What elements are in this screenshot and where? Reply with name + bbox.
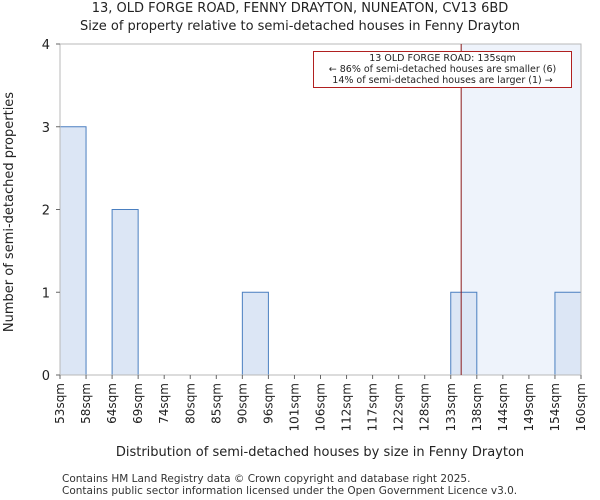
y-tick-label: 4	[42, 38, 50, 53]
footer-licence: Contains public sector information licen…	[62, 485, 518, 497]
chart-title: 13, OLD FORGE ROAD, FENNY DRAYTON, NUNEA…	[91, 1, 509, 16]
y-tick-label: 3	[42, 121, 50, 136]
x-tick-label: 74sqm	[157, 383, 171, 424]
x-tick-label: 133sqm	[444, 383, 458, 431]
x-tick-label: 117sqm	[366, 383, 380, 431]
footer-copyright: Contains HM Land Registry data © Crown c…	[62, 473, 471, 485]
x-tick-label: 85sqm	[209, 383, 223, 424]
y-axis-label: Number of semi-detached properties	[2, 92, 17, 332]
y-tick-label: 2	[42, 204, 50, 219]
annotation-line-2: ← 86% of semi-detached houses are smalle…	[328, 64, 557, 75]
x-tick-label: 122sqm	[392, 383, 406, 431]
y-tick-label: 0	[42, 369, 50, 384]
histogram-bar	[59, 126, 87, 376]
histogram-bar	[241, 291, 269, 376]
x-tick-label: 138sqm	[470, 383, 484, 431]
x-tick-label: 149sqm	[522, 383, 536, 431]
x-tick-label: 53sqm	[53, 383, 67, 424]
x-tick-label: 160sqm	[574, 383, 588, 431]
x-tick-label: 69sqm	[131, 383, 145, 424]
x-tick-label: 154sqm	[548, 383, 562, 431]
x-tick-label: 144sqm	[496, 383, 510, 431]
annotation-line-1: 13 OLD FORGE ROAD: 135sqm	[369, 53, 516, 64]
x-tick-label: 90sqm	[235, 383, 249, 424]
x-tick-label: 64sqm	[105, 383, 119, 424]
y-axis-label-container: Number of semi-detached properties	[2, 92, 17, 332]
x-tick-label: 58sqm	[79, 383, 93, 424]
x-tick-label: 96sqm	[261, 383, 275, 424]
histogram-bar	[554, 291, 582, 376]
x-tick-label: 112sqm	[340, 383, 354, 431]
property-annotation: 13 OLD FORGE ROAD: 135sqm ← 86% of semi-…	[313, 51, 572, 88]
x-tick-label: 128sqm	[418, 383, 432, 431]
histogram-bar	[450, 291, 478, 376]
x-tick-label: 80sqm	[183, 383, 197, 424]
x-tick-label: 101sqm	[287, 383, 301, 431]
y-tick-label: 1	[42, 286, 50, 301]
chart-subtitle: Size of property relative to semi-detach…	[80, 19, 520, 34]
histogram-bar	[111, 209, 139, 376]
annotation-line-3: 14% of semi-detached houses are larger (…	[332, 75, 553, 86]
x-tick-label: 106sqm	[314, 383, 328, 431]
x-axis-label: Distribution of semi-detached houses by …	[115, 445, 525, 460]
